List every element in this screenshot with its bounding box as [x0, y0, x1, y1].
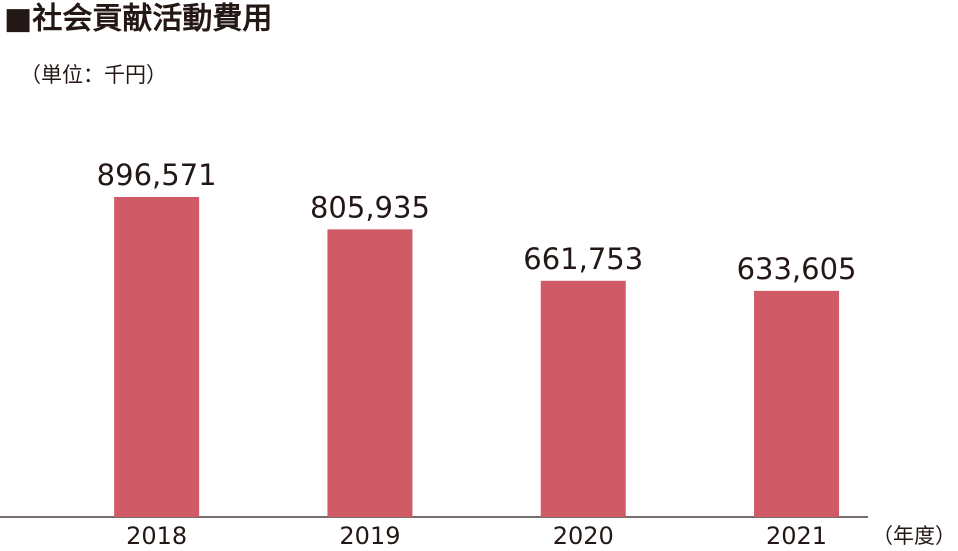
value-label: 896,571 [97, 158, 217, 192]
bar [327, 229, 413, 518]
bar [114, 197, 200, 517]
chart-title: ■社会貢献活動費用 [4, 2, 272, 37]
x-tick-label: 2021 [766, 522, 827, 550]
chart-subtitle: （単位：千円） [20, 63, 167, 87]
bar [754, 290, 840, 517]
x-tick-label: 2020 [553, 522, 614, 550]
value-label: 661,753 [523, 242, 643, 276]
x-tick-label: 2019 [339, 522, 400, 550]
x-tick-label: 2018 [126, 522, 187, 550]
value-label: 633,605 [737, 252, 857, 286]
value-label: 805,935 [310, 190, 430, 224]
bar [540, 280, 626, 517]
x-axis-label: （年度） [872, 524, 956, 548]
